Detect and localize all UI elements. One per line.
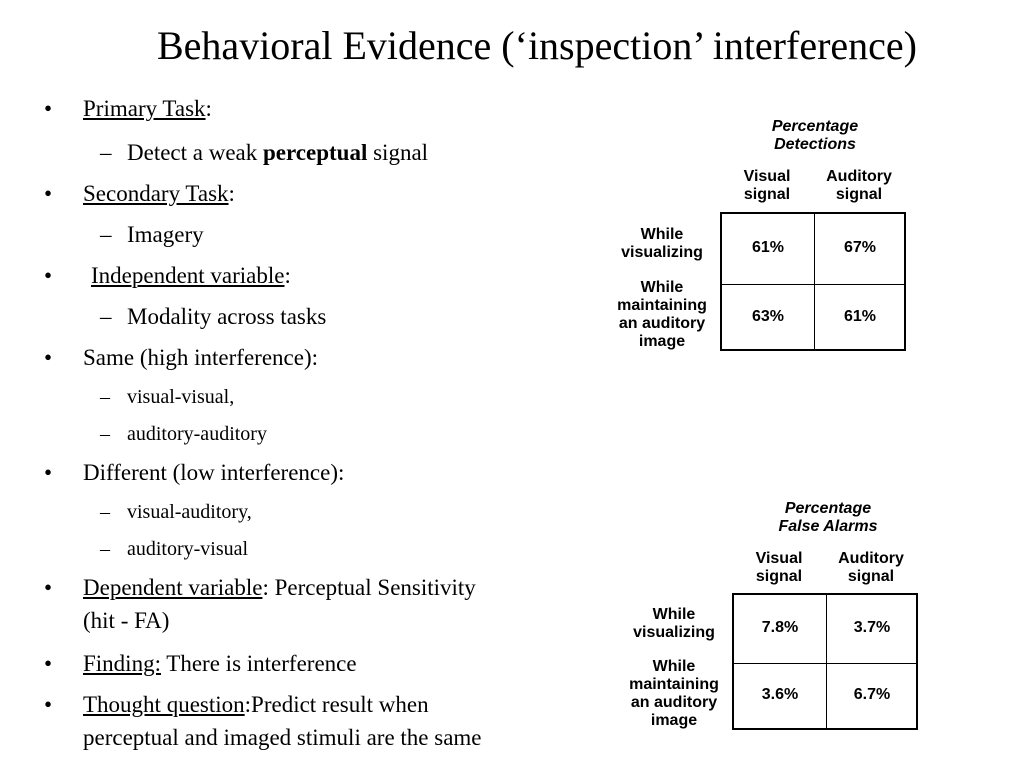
row-head-line: visualizing <box>633 624 715 641</box>
row-head-line: an auditory <box>618 315 706 332</box>
row-head-maintaining: While maintaining an auditory image <box>604 279 720 351</box>
primary-task-label: Primary Task <box>83 96 206 121</box>
detect-post: signal <box>367 140 429 165</box>
row-head-line: While <box>652 658 696 675</box>
secondary-task-label: Secondary Task <box>83 181 229 206</box>
caption-line: False Alarms <box>778 518 878 535</box>
dash-marker: – <box>100 538 110 560</box>
visual-auditory-text: visual-auditory, <box>127 501 252 523</box>
auditory-visual-text: auditory-visual <box>127 538 249 560</box>
row-head-line: While <box>640 279 684 296</box>
primary-task-colon: : <box>205 96 212 121</box>
false-alarms-cell-r2c2: 6.7% <box>853 686 891 703</box>
detections-grid: 61% 67% 63% 61% <box>720 212 906 351</box>
bullet-marker: • <box>44 460 53 485</box>
detections-cell-r1c1: 61% <box>751 239 785 256</box>
secondary-task-colon: : <box>228 181 235 206</box>
detections-cell-r1c2: 67% <box>843 239 877 256</box>
thought-label: Thought question <box>83 692 245 717</box>
same-text: Same (high interference): <box>83 345 318 370</box>
caption-line: Percentage <box>771 118 859 135</box>
dependent-rest: : Perceptual Sensitivity <box>262 575 476 600</box>
grid-divider <box>826 595 827 728</box>
col-head-auditory: Auditory signal <box>814 168 904 204</box>
false-alarms-cell-r1c1: 7.8% <box>761 619 799 636</box>
independent-colon: : <box>284 263 291 288</box>
detect-pre: Detect a weak <box>127 140 264 165</box>
false-alarms-cell-r2c1: 3.6% <box>761 686 799 703</box>
grid-divider <box>814 214 815 349</box>
row-head-line: While <box>640 226 684 243</box>
col-head-visual: Visual signal <box>722 168 812 204</box>
dash-marker: – <box>100 304 112 329</box>
col-head-line: Auditory <box>838 550 904 567</box>
bullet-marker: • <box>44 181 53 206</box>
row-head-line: an auditory <box>630 694 718 711</box>
grid-divider <box>734 663 916 664</box>
detections-cell-r2c2: 61% <box>843 308 877 325</box>
detect-bold: perceptual <box>263 140 368 165</box>
false-alarms-cell-r1c2: 3.7% <box>853 619 891 636</box>
row-head-visualizing: While visualizing <box>604 226 720 262</box>
bullet-marker: • <box>44 651 53 676</box>
dash-marker: – <box>100 386 110 408</box>
col-head-line: Visual <box>755 550 803 567</box>
caption-line: Percentage <box>784 500 872 517</box>
false-alarms-grid: 7.8% 3.7% 3.6% 6.7% <box>732 593 918 730</box>
finding-label: Finding: <box>83 651 161 676</box>
grid-divider <box>722 284 904 285</box>
visual-visual-text: visual-visual, <box>127 386 235 408</box>
row-head-line: While <box>652 606 696 623</box>
row-head-line: maintaining <box>617 297 707 314</box>
col-head-auditory: Auditory signal <box>826 550 916 586</box>
finding-rest: There is interference <box>160 651 357 676</box>
col-head-line: signal <box>835 186 883 203</box>
detections-table: Percentage Detections Visual signal Audi… <box>600 112 920 362</box>
dash-marker: – <box>100 140 112 165</box>
different-text: Different (low interference): <box>83 460 345 485</box>
slide-title: Behavioral Evidence (‘inspection’ interf… <box>157 23 917 68</box>
thought-line2-text: perceptual and imaged stimuli are the sa… <box>83 725 482 750</box>
row-head-line: maintaining <box>629 676 719 693</box>
dash-marker: – <box>100 423 110 445</box>
row-head-maintaining: While maintaining an auditory image <box>616 658 732 730</box>
thought-rest: :Predict result when <box>244 692 429 717</box>
false-alarms-caption: Percentage False Alarms <box>755 500 901 536</box>
independent-label: Independent variable <box>91 263 285 288</box>
false-alarms-table: Percentage False Alarms Visual signal Au… <box>612 494 932 744</box>
col-head-visual: Visual signal <box>734 550 824 586</box>
detections-caption: Percentage Detections <box>745 118 885 154</box>
caption-line: Detections <box>774 136 856 153</box>
row-head-line: image <box>638 333 686 350</box>
col-head-line: signal <box>743 186 791 203</box>
bullet-marker: • <box>44 263 53 288</box>
dash-marker: – <box>100 222 112 247</box>
bullet-marker: • <box>44 692 53 717</box>
bullet-marker: • <box>44 345 53 370</box>
bullet-marker: • <box>44 575 53 600</box>
auditory-auditory-text: auditory-auditory <box>127 423 267 445</box>
bullet-marker: • <box>44 96 53 121</box>
dependent-label: Dependent variable <box>83 575 263 600</box>
detections-cell-r2c1: 63% <box>751 308 785 325</box>
dependent-line2-text: (hit - FA) <box>83 608 170 633</box>
col-head-line: Auditory <box>826 168 892 185</box>
row-head-line: visualizing <box>621 244 703 261</box>
row-head-visualizing: While visualizing <box>616 606 732 642</box>
col-head-line: signal <box>755 568 803 585</box>
col-head-line: Visual <box>743 168 791 185</box>
imagery-text: Imagery <box>127 222 204 247</box>
row-head-line: image <box>650 712 698 729</box>
dash-marker: – <box>100 501 110 523</box>
col-head-line: signal <box>847 568 895 585</box>
modality-text: Modality across tasks <box>127 304 327 329</box>
